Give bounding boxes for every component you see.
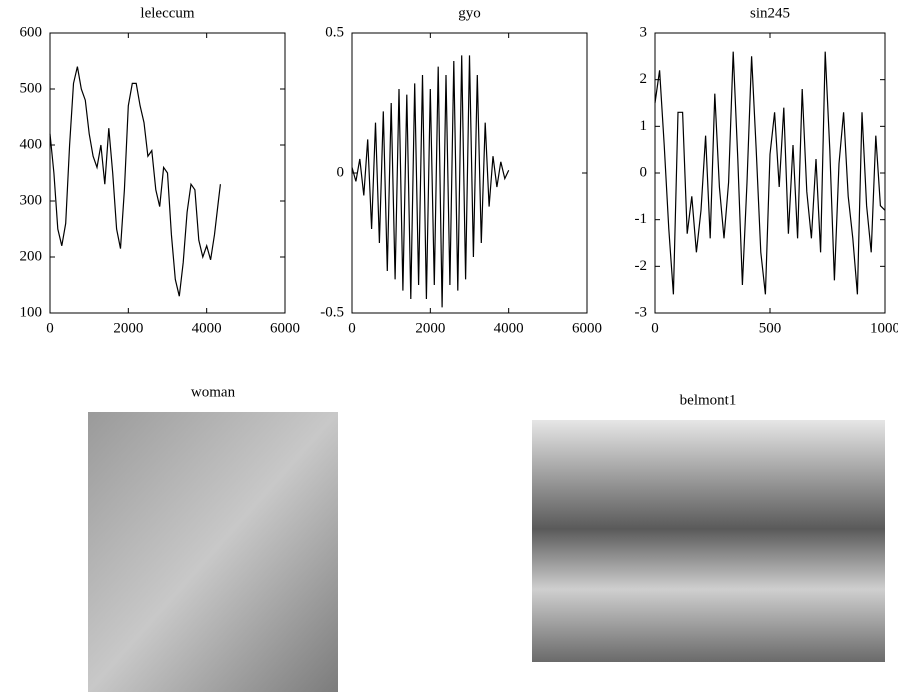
x-tick-label: 4000 bbox=[494, 320, 524, 336]
y-tick-label: 200 bbox=[20, 248, 43, 264]
y-tick-label: 3 bbox=[640, 24, 648, 40]
y-tick-label: 600 bbox=[20, 24, 43, 40]
line bbox=[50, 67, 220, 297]
y-tick-label: -0.5 bbox=[320, 304, 344, 320]
y-tick-label: 1 bbox=[640, 118, 648, 134]
image-title: woman bbox=[191, 384, 236, 400]
x-tick-label: 0 bbox=[651, 320, 659, 336]
image-title: belmont1 bbox=[680, 392, 737, 408]
x-tick-label: 6000 bbox=[270, 320, 300, 336]
x-tick-label: 6000 bbox=[572, 320, 602, 336]
chart-title: gyo bbox=[458, 5, 481, 21]
y-tick-label: 0 bbox=[640, 164, 648, 180]
y-tick-label: 0.5 bbox=[325, 24, 344, 40]
photo bbox=[532, 420, 885, 662]
y-tick-label: -2 bbox=[635, 258, 648, 274]
line bbox=[655, 52, 885, 295]
x-tick-label: 2000 bbox=[113, 320, 143, 336]
chart-title: sin245 bbox=[750, 5, 790, 21]
y-tick-label: 0 bbox=[337, 164, 345, 180]
photo bbox=[88, 412, 338, 692]
x-tick-label: 0 bbox=[348, 320, 356, 336]
x-tick-label: 500 bbox=[759, 320, 782, 336]
y-tick-label: 100 bbox=[20, 304, 43, 320]
chart-title: leleccum bbox=[140, 5, 194, 21]
x-tick-label: 1000 bbox=[870, 320, 898, 336]
plot-frame bbox=[655, 33, 885, 313]
y-tick-label: -3 bbox=[635, 304, 648, 320]
y-tick-label: 400 bbox=[20, 136, 43, 152]
y-tick-label: 500 bbox=[20, 80, 43, 96]
y-tick-label: -1 bbox=[635, 211, 648, 227]
x-tick-label: 4000 bbox=[192, 320, 222, 336]
x-tick-label: 0 bbox=[46, 320, 54, 336]
figure: woman belmont1 leleccum10020030040050060… bbox=[0, 0, 898, 692]
y-tick-label: 300 bbox=[20, 192, 43, 208]
x-tick-label: 2000 bbox=[415, 320, 445, 336]
line bbox=[352, 55, 509, 307]
y-tick-label: 2 bbox=[640, 71, 648, 87]
page: {"chart_data": [ {"type": "line", "title… bbox=[0, 0, 898, 692]
